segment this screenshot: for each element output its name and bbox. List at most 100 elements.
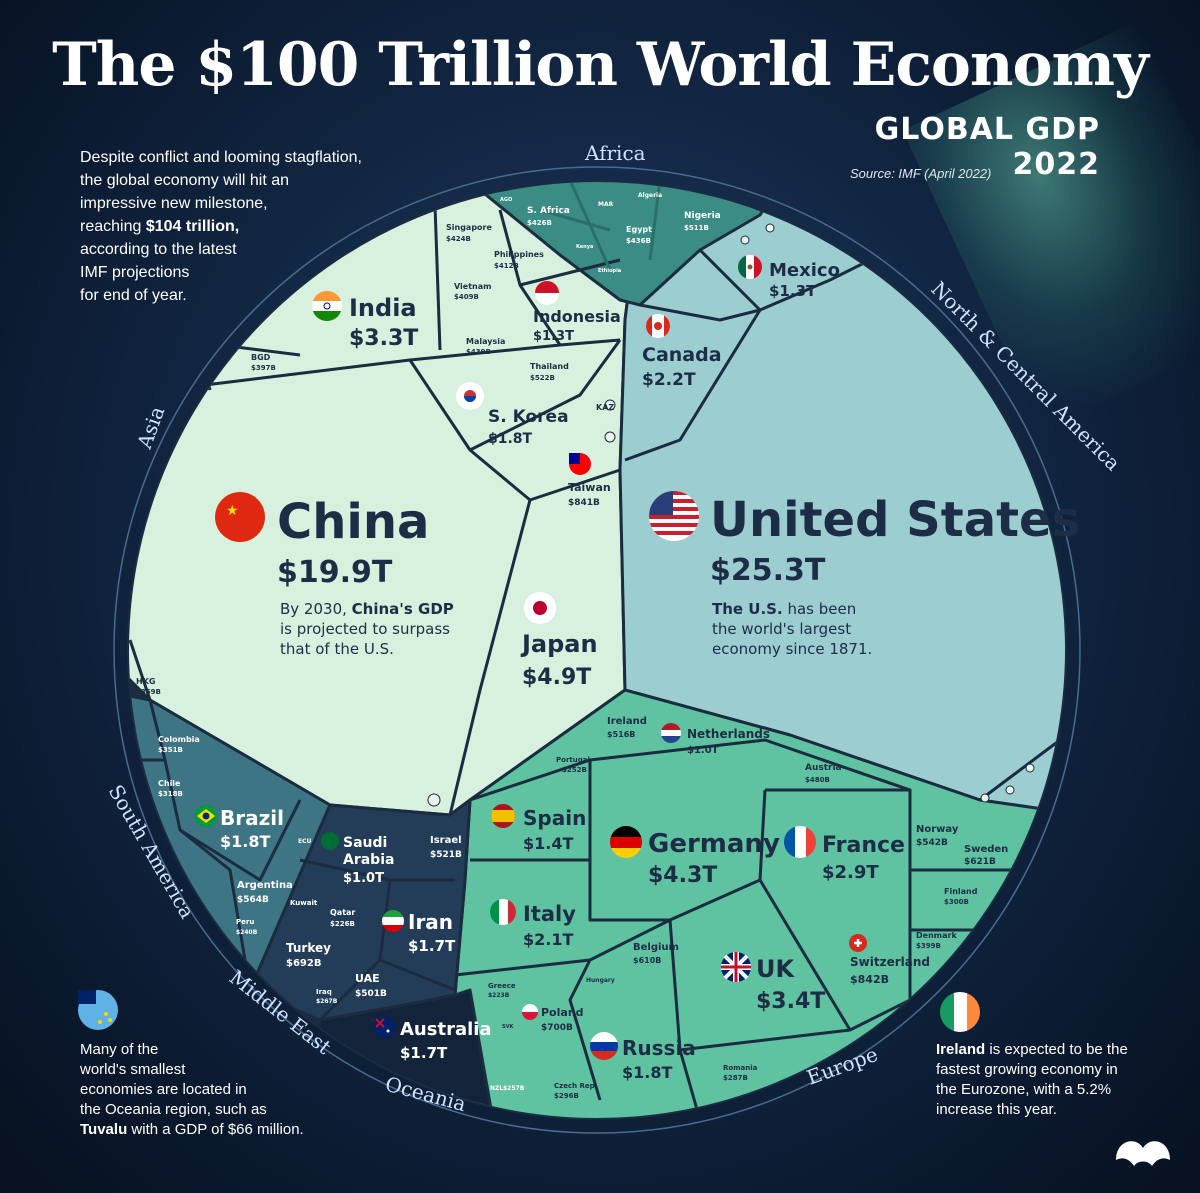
outer-ring xyxy=(113,166,1081,1134)
intro-line: reaching $104 trillion, xyxy=(80,215,420,238)
note-line: economies are located in xyxy=(80,1081,247,1098)
mexico-flag-icon xyxy=(738,255,762,279)
country-name: Greece xyxy=(488,982,516,990)
country-name: Nigeria xyxy=(684,211,721,221)
intro-text-span: reaching xyxy=(80,218,146,235)
intro-line: for end of year. xyxy=(80,287,187,304)
country-romania: Romania $287B xyxy=(723,1064,758,1082)
country-name: Russia xyxy=(622,1036,696,1060)
country-italy: Italy $2.1T xyxy=(523,902,576,949)
country-iraq: Iraq $267B xyxy=(316,988,338,1005)
country-name: HKG xyxy=(136,677,155,686)
country-name: Canada xyxy=(642,344,722,366)
country-name: UK xyxy=(756,955,795,983)
china-note: By 2030, China's GDP is projected to sur… xyxy=(280,600,454,658)
country-poland: Poland $700B xyxy=(541,1006,584,1033)
tiny-economy-dot xyxy=(604,431,616,443)
country-value: $4.3T xyxy=(648,863,717,888)
country-algeria: Algeria xyxy=(638,192,662,199)
country-value: $369B xyxy=(136,688,161,696)
country-belgium: Belgium $610B xyxy=(633,942,679,965)
country-svk: SVK xyxy=(502,1024,514,1030)
country-value: $511B xyxy=(684,224,709,232)
country-angola: AGO xyxy=(500,197,512,203)
country-name: Thailand xyxy=(530,362,569,371)
tiny-economy-dot xyxy=(1005,785,1015,795)
country-name: Qatar xyxy=(330,908,355,917)
country-value: $841B xyxy=(568,498,600,508)
country-name: Belgium xyxy=(633,942,679,953)
country-value: $257B xyxy=(503,1085,525,1092)
oceania-note: Many of the world's smallest economies a… xyxy=(80,1040,360,1140)
source-note: Source: IMF (April 2022) xyxy=(850,166,992,181)
country-value: $424B xyxy=(446,235,471,243)
country-name: S. Africa xyxy=(527,206,570,216)
country-name: Netherlands xyxy=(687,727,770,741)
brand-logo-icon xyxy=(1116,1141,1170,1166)
country-value: $318B xyxy=(158,790,183,798)
uk-flag-icon xyxy=(721,952,751,982)
note-span: has been xyxy=(783,600,857,618)
country-name: Australia xyxy=(400,1019,492,1040)
country-nzl: NZL $257B xyxy=(490,1085,525,1092)
country-nigeria: Nigeria $511B xyxy=(684,211,721,232)
germany-flag-icon xyxy=(610,826,642,858)
country-name: India xyxy=(349,294,417,322)
country-name: Germany xyxy=(648,829,780,859)
country-argentina: Argentina $564B xyxy=(237,880,293,905)
note-bold: The U.S. xyxy=(712,600,783,618)
country-name: China xyxy=(277,494,429,550)
small-economy-dots xyxy=(427,223,1035,807)
country-name: Denmark xyxy=(916,931,957,940)
country-name: Saudi xyxy=(343,835,387,851)
country-value: $842B xyxy=(850,973,889,986)
country-value: $1.3T xyxy=(533,329,574,344)
country-name: Taiwan xyxy=(568,481,611,494)
country-hungary: Hungary xyxy=(586,977,615,984)
country-sweden: Sweden $621B xyxy=(964,844,1008,867)
country-japan: Japan $4.9T xyxy=(520,630,598,690)
note-line: Many of the xyxy=(80,1041,159,1058)
country-qatar: Qatar $226B xyxy=(330,908,355,928)
region-label-asia: Asia xyxy=(132,403,170,453)
country-spain: Spain $1.4T xyxy=(523,806,586,853)
country-name: Mexico xyxy=(769,260,840,281)
country-name: Romania xyxy=(723,1064,758,1072)
country-name: S. Korea xyxy=(488,407,569,427)
country-indonesia: Indonesia $1.3T xyxy=(533,307,621,344)
country-philippines: Philippines $412B xyxy=(494,250,544,270)
country-name: Vietnam xyxy=(454,282,491,291)
taiwan-flag-icon xyxy=(569,453,591,475)
border-line xyxy=(204,338,621,387)
country-name: Sweden xyxy=(964,844,1008,855)
country-malaysia: Malaysia $439B xyxy=(466,337,505,356)
intro-line: according to the latest xyxy=(80,241,237,258)
japan-flag-icon xyxy=(524,592,556,624)
country-ireland: Ireland $516B xyxy=(607,716,647,739)
country-name: Argentina xyxy=(237,880,293,891)
country-value: $1.8T xyxy=(622,1063,672,1082)
tiny-economy-dot xyxy=(427,793,441,807)
intro-line: impressive new milestone, xyxy=(80,195,268,212)
country-skorea: S. Korea $1.8T xyxy=(488,407,569,447)
border-line xyxy=(469,738,911,802)
country-name: Iran xyxy=(408,910,453,934)
country-name: Ireland xyxy=(607,716,647,727)
country-value: $4.9T xyxy=(522,665,591,690)
country-name: Switzerland xyxy=(850,955,930,969)
country-norway: Norway $542B xyxy=(916,824,959,848)
spain-flag-icon xyxy=(491,804,515,828)
country-value: $252B xyxy=(562,766,587,774)
country-value: $240B xyxy=(236,929,258,936)
ireland-note: Ireland is expected to be the fastest gr… xyxy=(936,1040,1166,1120)
intro-line: IMF projections xyxy=(80,264,190,281)
country-value: $267B xyxy=(316,998,338,1005)
country-value: $436B xyxy=(626,237,651,245)
note-bold: China's GDP xyxy=(352,600,454,618)
country-name: Malaysia xyxy=(466,337,505,346)
intro-text: Despite conflict and looming stagflation… xyxy=(80,146,420,307)
country-value: $480B xyxy=(805,776,830,784)
country-value: $542B xyxy=(916,838,948,848)
svg-text:★: ★ xyxy=(226,503,239,519)
